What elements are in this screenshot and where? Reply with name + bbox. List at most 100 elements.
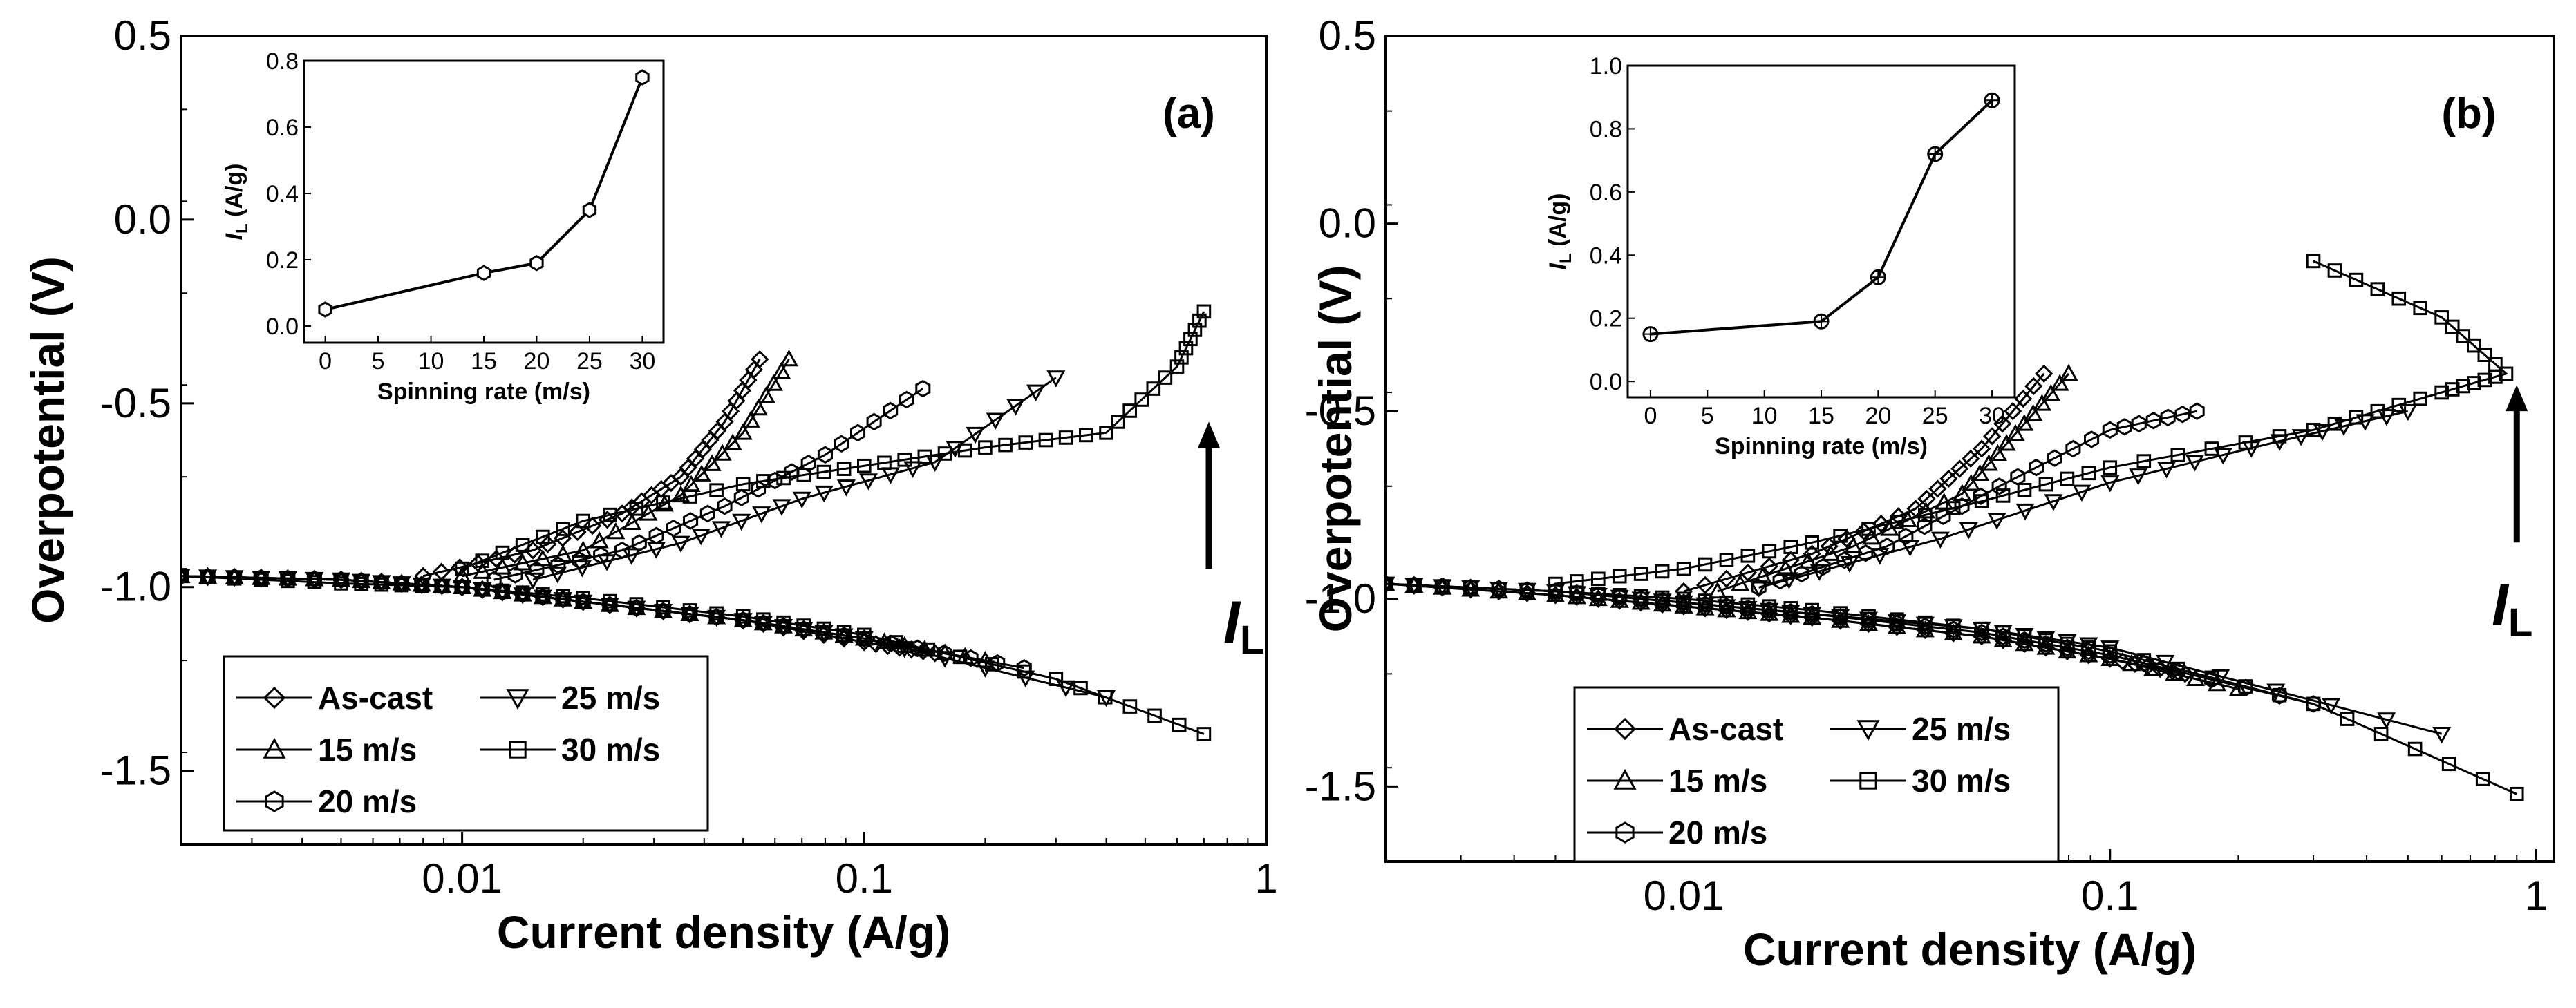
data-point [473, 562, 492, 579]
inset-x-tick-label: 25 [1922, 403, 1948, 429]
data-point [1783, 540, 1798, 554]
inset-x-tick-label: 10 [418, 348, 444, 374]
data-point [836, 462, 852, 476]
anodic-line [462, 359, 790, 578]
data-point [2238, 679, 2253, 694]
data-point [1570, 574, 1584, 589]
data-point [691, 528, 711, 546]
data-point [1435, 579, 1450, 593]
data-point [1781, 605, 1801, 622]
data-point [455, 580, 469, 595]
data-point [764, 374, 783, 391]
legend-marker [1615, 821, 1635, 844]
legend-entry: 15 m/s [1587, 763, 1767, 799]
data-point [1099, 426, 1113, 440]
data-point [2116, 418, 2132, 436]
data-point [751, 350, 769, 369]
data-point [656, 600, 670, 615]
data-point [414, 567, 433, 585]
data-point [917, 449, 932, 464]
anodic-line [462, 311, 1205, 570]
data-point [883, 401, 899, 420]
data-point [574, 540, 593, 558]
data-layer [1386, 254, 2524, 801]
data-point [1588, 589, 1608, 607]
legend-marker [1856, 720, 1880, 741]
data-point [2327, 263, 2342, 278]
data-point [1026, 384, 1046, 402]
data-point [1918, 508, 1933, 522]
data-point [978, 440, 993, 455]
data-point [2373, 727, 2389, 741]
data-point [533, 589, 552, 607]
data-point [2079, 637, 2098, 654]
data-point [866, 412, 882, 431]
series-30-m-s [181, 304, 1212, 741]
inset-y-tick-label: 0.6 [1590, 180, 1622, 206]
data-point [1674, 595, 1693, 613]
il-subscript: L [2508, 600, 2532, 645]
legend-entry: 20 m/s [1587, 815, 1767, 850]
data-point [2291, 429, 2311, 446]
y-tick-label: -1.0 [100, 564, 171, 610]
data-point [1805, 602, 1820, 618]
data-point [2038, 477, 2053, 492]
data-point [2434, 310, 2449, 325]
data-point [2170, 448, 2185, 462]
legend-label: 25 m/s [1912, 711, 2011, 747]
data-point [774, 619, 793, 636]
data-point [515, 538, 530, 552]
legend-label: As-cast [1668, 711, 1783, 747]
data-point [1178, 341, 1194, 356]
data-point [856, 458, 872, 473]
data-layer [181, 304, 1212, 741]
data-point [2407, 741, 2423, 757]
data-point [756, 474, 771, 488]
data-point [2050, 374, 2069, 391]
data-point [2065, 439, 2081, 458]
legend-marker [263, 737, 286, 759]
data-point [1633, 589, 1648, 604]
data-point [963, 649, 979, 667]
data-point [1147, 708, 1162, 723]
data-point [2160, 408, 2176, 426]
inset-x-tick-label: 30 [1979, 403, 2005, 429]
anodic-line [493, 388, 924, 581]
data-point [2100, 640, 2120, 658]
inset-point [476, 265, 491, 281]
data-point [1111, 415, 1125, 429]
data-point [2032, 394, 2052, 411]
inset-x-tick-label: 5 [372, 348, 385, 374]
data-point [576, 591, 591, 605]
data-point [889, 635, 903, 649]
inset-y-tick-label: 1.0 [1590, 53, 1622, 79]
data-point [548, 566, 567, 584]
data-point [834, 435, 849, 453]
y-axis-label: Overpotential (V) [22, 256, 73, 624]
data-point [278, 571, 297, 589]
il-main: I [2492, 572, 2510, 638]
data-point [779, 349, 799, 367]
data-point [2391, 291, 2407, 306]
data-point [2058, 634, 2077, 652]
data-point [733, 423, 753, 440]
anodic-line [1717, 372, 2070, 593]
data-point [2014, 389, 2033, 408]
data-point [495, 545, 510, 560]
data-point [771, 361, 791, 379]
data-point [1610, 591, 1629, 608]
data-point [1833, 606, 1848, 620]
data-point [1995, 625, 2011, 640]
legend-entry: As-cast [236, 680, 433, 716]
data-point [1815, 558, 1831, 576]
data-point [556, 522, 570, 536]
data-point [1939, 469, 1958, 488]
data-point [200, 570, 215, 584]
data-point [1695, 597, 1715, 615]
inset-x-label: Spinning rate (m/s) [377, 379, 590, 405]
data-point [792, 491, 811, 509]
data-point [2006, 424, 2025, 441]
anodic-line [1555, 260, 2508, 585]
data-point [1655, 564, 1670, 579]
data-point [2136, 653, 2152, 667]
